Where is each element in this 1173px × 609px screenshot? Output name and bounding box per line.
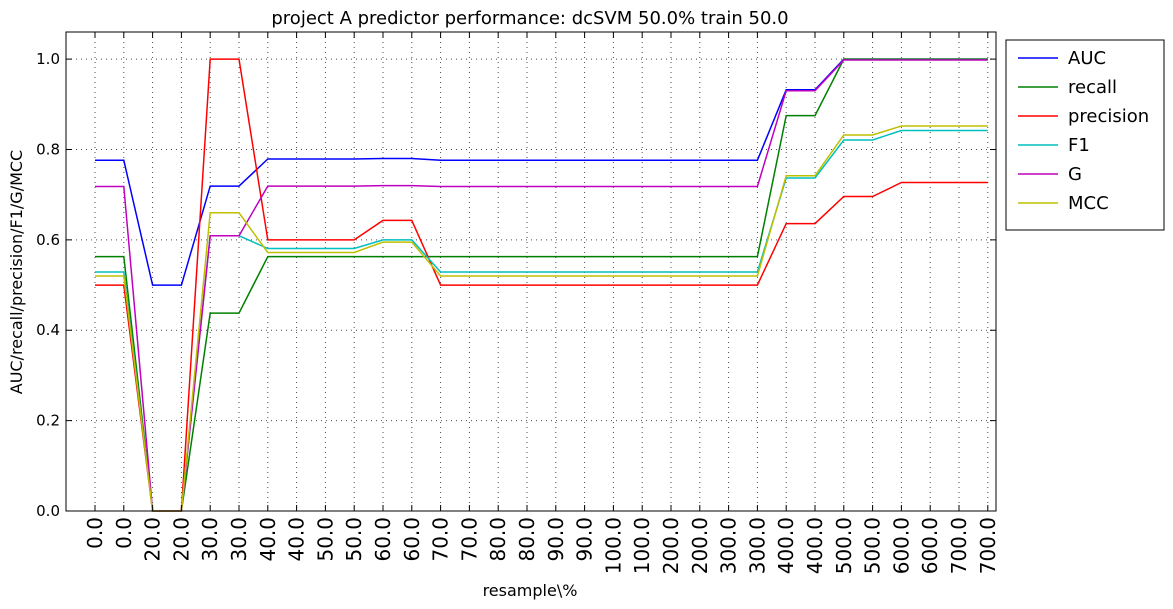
x-tick-label: 20.0 — [169, 517, 193, 562]
series-line-mcc — [95, 125, 988, 512]
legend-label-g: G — [1068, 164, 1082, 185]
x-tick-label: 50.0 — [342, 517, 366, 562]
x-tick-label: 400.0 — [803, 517, 827, 574]
legend: AUC recall precision F1 G MCC — [1005, 39, 1165, 231]
x-tick-label: 600.0 — [889, 517, 913, 574]
x-tick-label: 30.0 — [198, 517, 222, 562]
series-lines — [95, 58, 988, 512]
y-tick-label: 0.0 — [36, 502, 60, 520]
x-tick-label: 40.0 — [256, 517, 280, 562]
legend-label-recall: recall — [1068, 77, 1117, 98]
legend-label-mcc: MCC — [1068, 193, 1109, 214]
series-line-precision — [95, 58, 988, 512]
chart-title: project A predictor performance: dcSVM 5… — [271, 8, 788, 29]
x-tick-label: 60.0 — [400, 517, 424, 562]
x-tick-label: 30.0 — [227, 517, 251, 562]
legend-box — [1005, 39, 1165, 231]
x-tick-label: 0.0 — [83, 517, 107, 549]
x-tick-label: 60.0 — [371, 517, 395, 562]
y-tick-label: 0.8 — [36, 140, 60, 158]
x-tick-label: 100.0 — [601, 517, 625, 574]
y-tick-label: 0.2 — [36, 412, 60, 430]
x-tick-label: 70.0 — [429, 517, 453, 562]
series-line-auc — [95, 58, 988, 286]
x-tick-label: 80.0 — [515, 517, 539, 562]
y-tick-labels: 0.0 0.2 0.4 0.6 0.8 1.0 — [36, 50, 60, 520]
legend-label-f1: F1 — [1068, 135, 1090, 156]
x-tick-label: 700.0 — [947, 517, 971, 574]
x-tick-label: 500.0 — [861, 517, 885, 574]
y-tick-label: 0.6 — [36, 231, 60, 249]
x-tick-labels: 0.0 0.0 20.0 20.0 30.0 30.0 40.0 40.0 50.0 50.0 60… — [83, 517, 1000, 574]
x-tick-label: 300.0 — [745, 517, 769, 574]
x-axis-label: resample\% — [483, 581, 578, 600]
series-line-recall — [95, 58, 988, 512]
legend-label-precision: precision — [1068, 106, 1149, 127]
x-tick-label: 700.0 — [976, 517, 1000, 574]
y-tick-label: 0.4 — [36, 321, 60, 339]
x-tick-label: 300.0 — [717, 517, 741, 574]
x-tick-label: 400.0 — [774, 517, 798, 574]
x-tick-label: 90.0 — [573, 517, 597, 562]
x-tick-label: 600.0 — [918, 517, 942, 574]
legend-label-auc: AUC — [1068, 48, 1106, 69]
x-tick-label: 500.0 — [832, 517, 856, 574]
axis-ticks — [66, 32, 996, 512]
y-tick-label: 1.0 — [36, 50, 60, 68]
x-tick-label: 200.0 — [659, 517, 683, 574]
series-line-g — [95, 59, 988, 512]
x-tick-label: 80.0 — [486, 517, 510, 562]
y-axis-label: AUC/recall/precision/F1/G/MCC — [7, 150, 26, 394]
series-line-f1 — [95, 129, 988, 512]
x-tick-label: 40.0 — [285, 517, 309, 562]
x-tick-label: 100.0 — [630, 517, 654, 574]
x-tick-label: 90.0 — [544, 517, 568, 562]
x-tick-label: 70.0 — [457, 517, 481, 562]
x-tick-label: 0.0 — [112, 517, 136, 549]
plot-frame — [65, 31, 997, 512]
x-tick-label: 50.0 — [313, 517, 337, 562]
x-tick-label: 20.0 — [141, 517, 165, 562]
x-tick-label: 200.0 — [688, 517, 712, 574]
